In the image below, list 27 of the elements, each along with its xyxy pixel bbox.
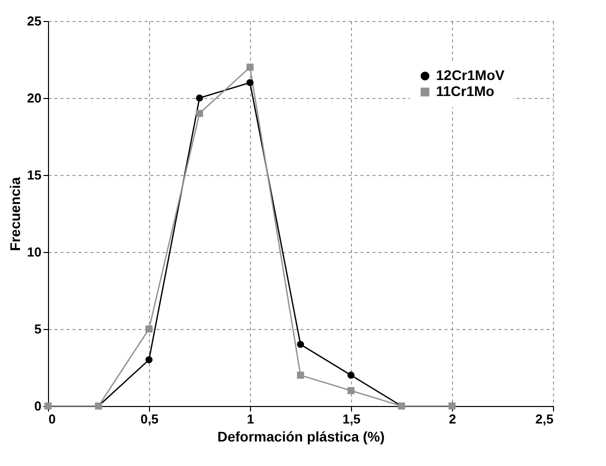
x-tick-label: 2,5 (535, 412, 554, 426)
x-tick-label: 0 (48, 412, 56, 426)
point (145, 356, 153, 364)
point (246, 64, 254, 71)
point (145, 325, 153, 333)
point (347, 372, 355, 379)
point (296, 340, 304, 348)
point (196, 110, 204, 117)
legend-label: 12Cr1MoV (436, 67, 506, 83)
y-axis-title: Frecuencia (7, 176, 24, 251)
point (196, 94, 204, 102)
y-tick-label: 20 (27, 90, 42, 106)
point (347, 387, 355, 394)
y-tick-label: 5 (34, 322, 42, 336)
x-axis-title: Deformación plástica (%) (217, 428, 385, 444)
point (296, 372, 304, 379)
legend-label: 11Cr1Mo (436, 83, 494, 99)
x-tick-label: 2 (448, 412, 456, 426)
y-tick-label: 10 (27, 244, 42, 260)
x-tick-label: 0,5 (140, 412, 159, 426)
y-tick-label: 0 (34, 398, 42, 414)
y-tick-label: 25 (27, 14, 42, 28)
point (448, 402, 456, 410)
x-tick-label: 1 (246, 412, 254, 426)
y-tick-label: 15 (27, 168, 42, 182)
point (246, 79, 254, 86)
x-tick-label: 1,5 (342, 412, 361, 426)
